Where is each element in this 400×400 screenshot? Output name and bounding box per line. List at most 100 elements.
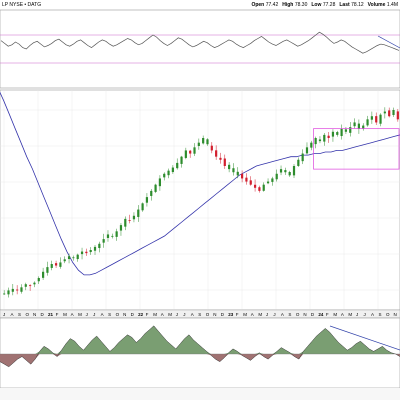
candle-body	[184, 150, 187, 158]
symbol-label: LP NYSE • DATG	[2, 2, 41, 8]
candle-body	[262, 184, 265, 191]
date-tick-label: M	[63, 312, 67, 317]
candle-body	[11, 288, 14, 292]
candle-body	[63, 259, 66, 262]
candle-body	[128, 220, 131, 221]
date-tick-label: D	[131, 312, 135, 317]
candle-body	[219, 157, 222, 160]
date-tick-label: 22	[138, 312, 144, 317]
rsi-trendline	[377, 35, 400, 49]
candle-body	[7, 290, 10, 295]
date-tick-label: J	[3, 312, 5, 317]
date-tick-label: M	[348, 312, 352, 317]
date-tick-label: J	[363, 312, 365, 317]
candle-body	[215, 150, 218, 157]
candle-body	[93, 246, 97, 251]
date-tick-label: J	[273, 312, 275, 317]
date-tick-label: M	[78, 312, 82, 317]
candle-body	[50, 264, 53, 268]
date-tick-label: 23	[228, 312, 234, 317]
date-tick-label: M	[333, 312, 337, 317]
candle-body	[132, 215, 136, 220]
candle-body	[210, 145, 213, 151]
candle-body	[292, 166, 296, 176]
readout-value: 77.42	[266, 2, 279, 8]
readout-value: 1.4M	[387, 2, 398, 8]
candle-body	[388, 110, 391, 117]
candle-body	[284, 170, 287, 173]
candle-body	[59, 262, 62, 267]
candle-body	[236, 171, 239, 176]
date-tick-label: A	[341, 312, 344, 317]
readout-label: Last	[339, 2, 350, 8]
candle-body	[193, 147, 196, 154]
date-tick-label: N	[123, 312, 126, 317]
candle-body	[137, 209, 140, 217]
candle-body	[163, 173, 166, 178]
candle-body	[24, 284, 27, 287]
date-tick-label: A	[101, 312, 104, 317]
candle-body	[327, 135, 330, 138]
candle-body	[202, 138, 205, 144]
date-tick-label: M	[258, 312, 262, 317]
candle-body	[150, 190, 153, 196]
date-tick-label: A	[11, 312, 14, 317]
candle-body	[20, 287, 23, 292]
candle-body	[171, 167, 174, 173]
candle-body	[253, 184, 257, 188]
readout-label: Low	[311, 2, 321, 8]
date-tick-label: A	[71, 312, 74, 317]
candle-body	[336, 132, 339, 135]
candle-body	[41, 271, 45, 278]
candle-body	[379, 114, 382, 124]
candle-body	[85, 251, 88, 254]
candle-body	[89, 250, 92, 253]
consolidation-rectangle	[313, 128, 400, 170]
indicator-line	[0, 325, 400, 368]
date-tick-label: M	[153, 312, 157, 317]
candle-body	[37, 278, 40, 282]
date-tick-label: N	[393, 312, 396, 317]
candle-body	[167, 170, 170, 176]
readout-value: 78.12	[351, 2, 364, 8]
date-tick-label: J	[86, 312, 88, 317]
readout-label: Open	[251, 2, 264, 8]
candle-body	[106, 234, 110, 238]
candle-body	[370, 116, 373, 120]
candle-body	[301, 153, 304, 162]
date-tick-label: O	[26, 312, 30, 317]
candle-body	[305, 147, 309, 154]
candle-body	[288, 172, 291, 176]
candle-body	[353, 122, 356, 127]
date-tick-label: F	[236, 312, 239, 317]
candle-body	[154, 184, 157, 192]
date-tick-label: N	[213, 312, 216, 317]
candle-body	[318, 139, 322, 142]
candle-body	[111, 235, 114, 237]
candle-body	[3, 293, 6, 295]
candle-body	[314, 138, 317, 145]
candle-body	[33, 282, 36, 285]
readout-value: 77.28	[323, 2, 336, 8]
rsi-panel	[0, 9, 400, 89]
date-tick-label: S	[18, 312, 21, 317]
date-tick-label: M	[168, 312, 172, 317]
candle-body	[189, 150, 192, 154]
date-tick-label: J	[183, 312, 185, 317]
moving-average-line	[0, 91, 400, 276]
date-tick-label: J	[176, 312, 178, 317]
candle-body	[158, 178, 162, 187]
indicator-area-positive	[0, 325, 400, 354]
candlesticks	[3, 107, 399, 298]
price-grid	[0, 90, 400, 310]
candle-body	[145, 197, 149, 203]
candle-body	[266, 181, 270, 184]
date-tick-label: 21	[48, 312, 54, 317]
price-panel	[0, 89, 400, 311]
date-tick-labels: J A S O N D 21 F M A M J J A S O N D 22 F M A M J J A S O N D 23 F M A M J J…	[3, 312, 397, 317]
candle-body	[228, 164, 231, 170]
date-tick-label: 24	[318, 312, 324, 317]
candle-body	[340, 128, 343, 137]
date-tick-label: A	[281, 312, 284, 317]
